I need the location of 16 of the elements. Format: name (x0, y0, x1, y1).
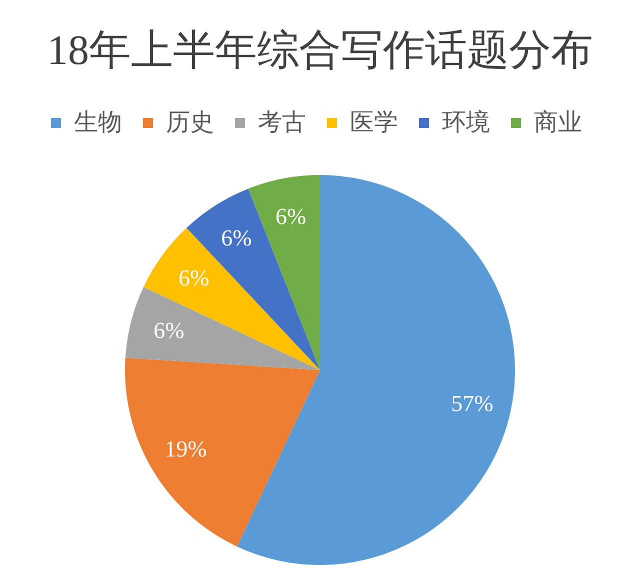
data-label: 6% (275, 204, 306, 229)
legend-label: 医学 (350, 108, 398, 136)
legend-label: 生物 (74, 108, 122, 136)
pie-slice (125, 286, 320, 370)
legend-label: 历史 (166, 108, 214, 136)
legend-label: 商业 (534, 108, 582, 136)
chart-title: 18年上半年综合写作话题分布 (47, 28, 593, 74)
legend-label: 考古 (258, 108, 306, 136)
legend-label: 环境 (442, 108, 490, 136)
pie-slice (144, 228, 320, 370)
pie-slice (125, 358, 320, 546)
data-label: 57% (451, 391, 494, 416)
data-label: 6% (154, 318, 184, 344)
data-label: 19% (164, 436, 207, 462)
data-label: 6% (178, 265, 210, 290)
data-label: 6% (221, 225, 252, 250)
